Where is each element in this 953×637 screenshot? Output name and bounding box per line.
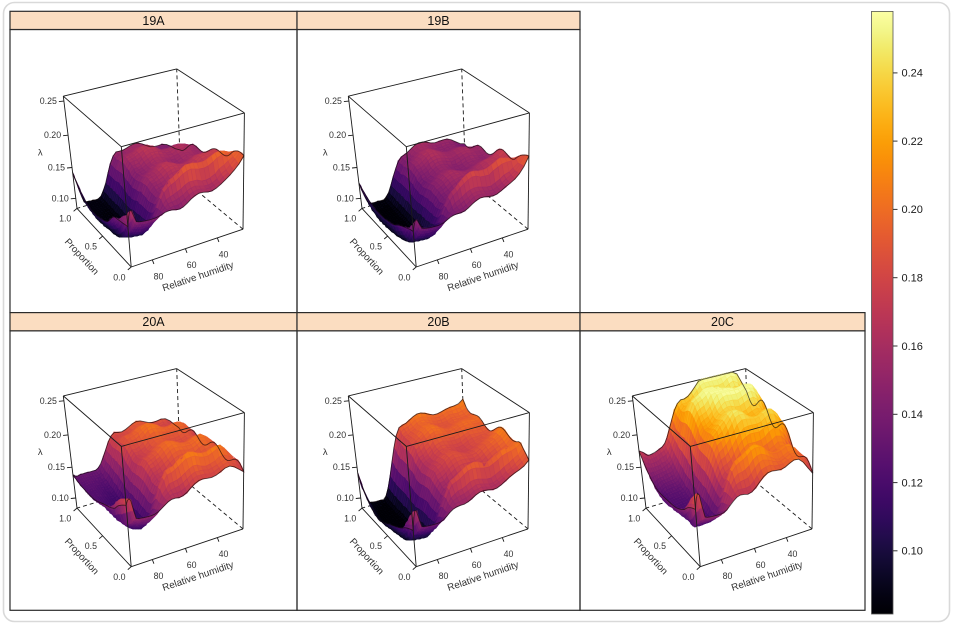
svg-text:40: 40	[219, 249, 229, 259]
svg-text:0.25: 0.25	[40, 396, 57, 406]
svg-text:60: 60	[472, 260, 482, 270]
svg-text:0.5: 0.5	[85, 241, 97, 251]
svg-text:0.18: 0.18	[902, 273, 923, 285]
svg-text:40: 40	[219, 549, 229, 559]
svg-text:0.25: 0.25	[325, 396, 342, 406]
svg-text:0.5: 0.5	[370, 241, 382, 251]
svg-text:0.25: 0.25	[325, 96, 342, 106]
svg-text:0.14: 0.14	[902, 409, 923, 421]
svg-text:0.20: 0.20	[329, 430, 346, 440]
svg-text:1.0: 1.0	[628, 513, 640, 523]
svg-text:0.20: 0.20	[613, 430, 630, 440]
svg-text:0.24: 0.24	[902, 68, 923, 80]
svg-text:0.25: 0.25	[609, 396, 626, 406]
svg-text:1.0: 1.0	[344, 214, 356, 224]
svg-text:60: 60	[187, 560, 197, 570]
svg-text:λ: λ	[323, 447, 328, 458]
svg-text:0.15: 0.15	[333, 163, 350, 173]
svg-text:0.10: 0.10	[621, 493, 638, 503]
svg-text:0.20: 0.20	[902, 204, 923, 216]
svg-text:20A: 20A	[142, 315, 165, 329]
svg-text:40: 40	[504, 549, 514, 559]
svg-text:λ: λ	[607, 447, 612, 458]
svg-text:0.10: 0.10	[52, 493, 69, 503]
svg-text:0.0: 0.0	[113, 272, 125, 282]
svg-text:0.22: 0.22	[902, 136, 923, 148]
svg-text:λ: λ	[38, 447, 43, 458]
svg-text:0.15: 0.15	[333, 462, 350, 472]
svg-text:0.15: 0.15	[48, 462, 65, 472]
svg-text:0.0: 0.0	[398, 272, 410, 282]
svg-text:0.0: 0.0	[113, 572, 125, 582]
svg-text:0.5: 0.5	[85, 541, 97, 551]
svg-text:0.10: 0.10	[337, 493, 354, 503]
svg-text:80: 80	[154, 571, 164, 581]
svg-text:0.0: 0.0	[398, 572, 410, 582]
svg-text:80: 80	[723, 571, 733, 581]
svg-text:60: 60	[472, 560, 482, 570]
svg-text:80: 80	[439, 271, 449, 281]
svg-text:40: 40	[504, 249, 514, 259]
svg-text:80: 80	[154, 271, 164, 281]
svg-text:0.16: 0.16	[902, 341, 923, 353]
svg-text:0.5: 0.5	[370, 541, 382, 551]
svg-text:1.0: 1.0	[344, 513, 356, 523]
svg-text:0.20: 0.20	[44, 130, 61, 140]
svg-text:60: 60	[756, 560, 766, 570]
svg-text:λ: λ	[323, 148, 328, 159]
svg-text:60: 60	[187, 260, 197, 270]
svg-text:20C: 20C	[711, 315, 734, 329]
svg-text:0.5: 0.5	[654, 541, 666, 551]
svg-text:0.20: 0.20	[44, 430, 61, 440]
svg-text:1.0: 1.0	[59, 513, 71, 523]
svg-text:0.10: 0.10	[52, 193, 69, 203]
svg-text:1.0: 1.0	[59, 214, 71, 224]
svg-text:0.15: 0.15	[48, 163, 65, 173]
svg-text:0.10: 0.10	[902, 546, 923, 558]
svg-text:0.20: 0.20	[329, 130, 346, 140]
svg-text:0.15: 0.15	[617, 462, 634, 472]
svg-text:19A: 19A	[142, 14, 165, 28]
svg-text:0.25: 0.25	[40, 96, 57, 106]
svg-text:20B: 20B	[427, 315, 449, 329]
svg-text:80: 80	[439, 571, 449, 581]
svg-text:λ: λ	[38, 148, 43, 159]
svg-text:19B: 19B	[427, 14, 449, 28]
svg-text:0.12: 0.12	[902, 477, 923, 489]
svg-text:0.0: 0.0	[682, 572, 694, 582]
svg-text:40: 40	[788, 549, 798, 559]
svg-text:0.10: 0.10	[337, 193, 354, 203]
